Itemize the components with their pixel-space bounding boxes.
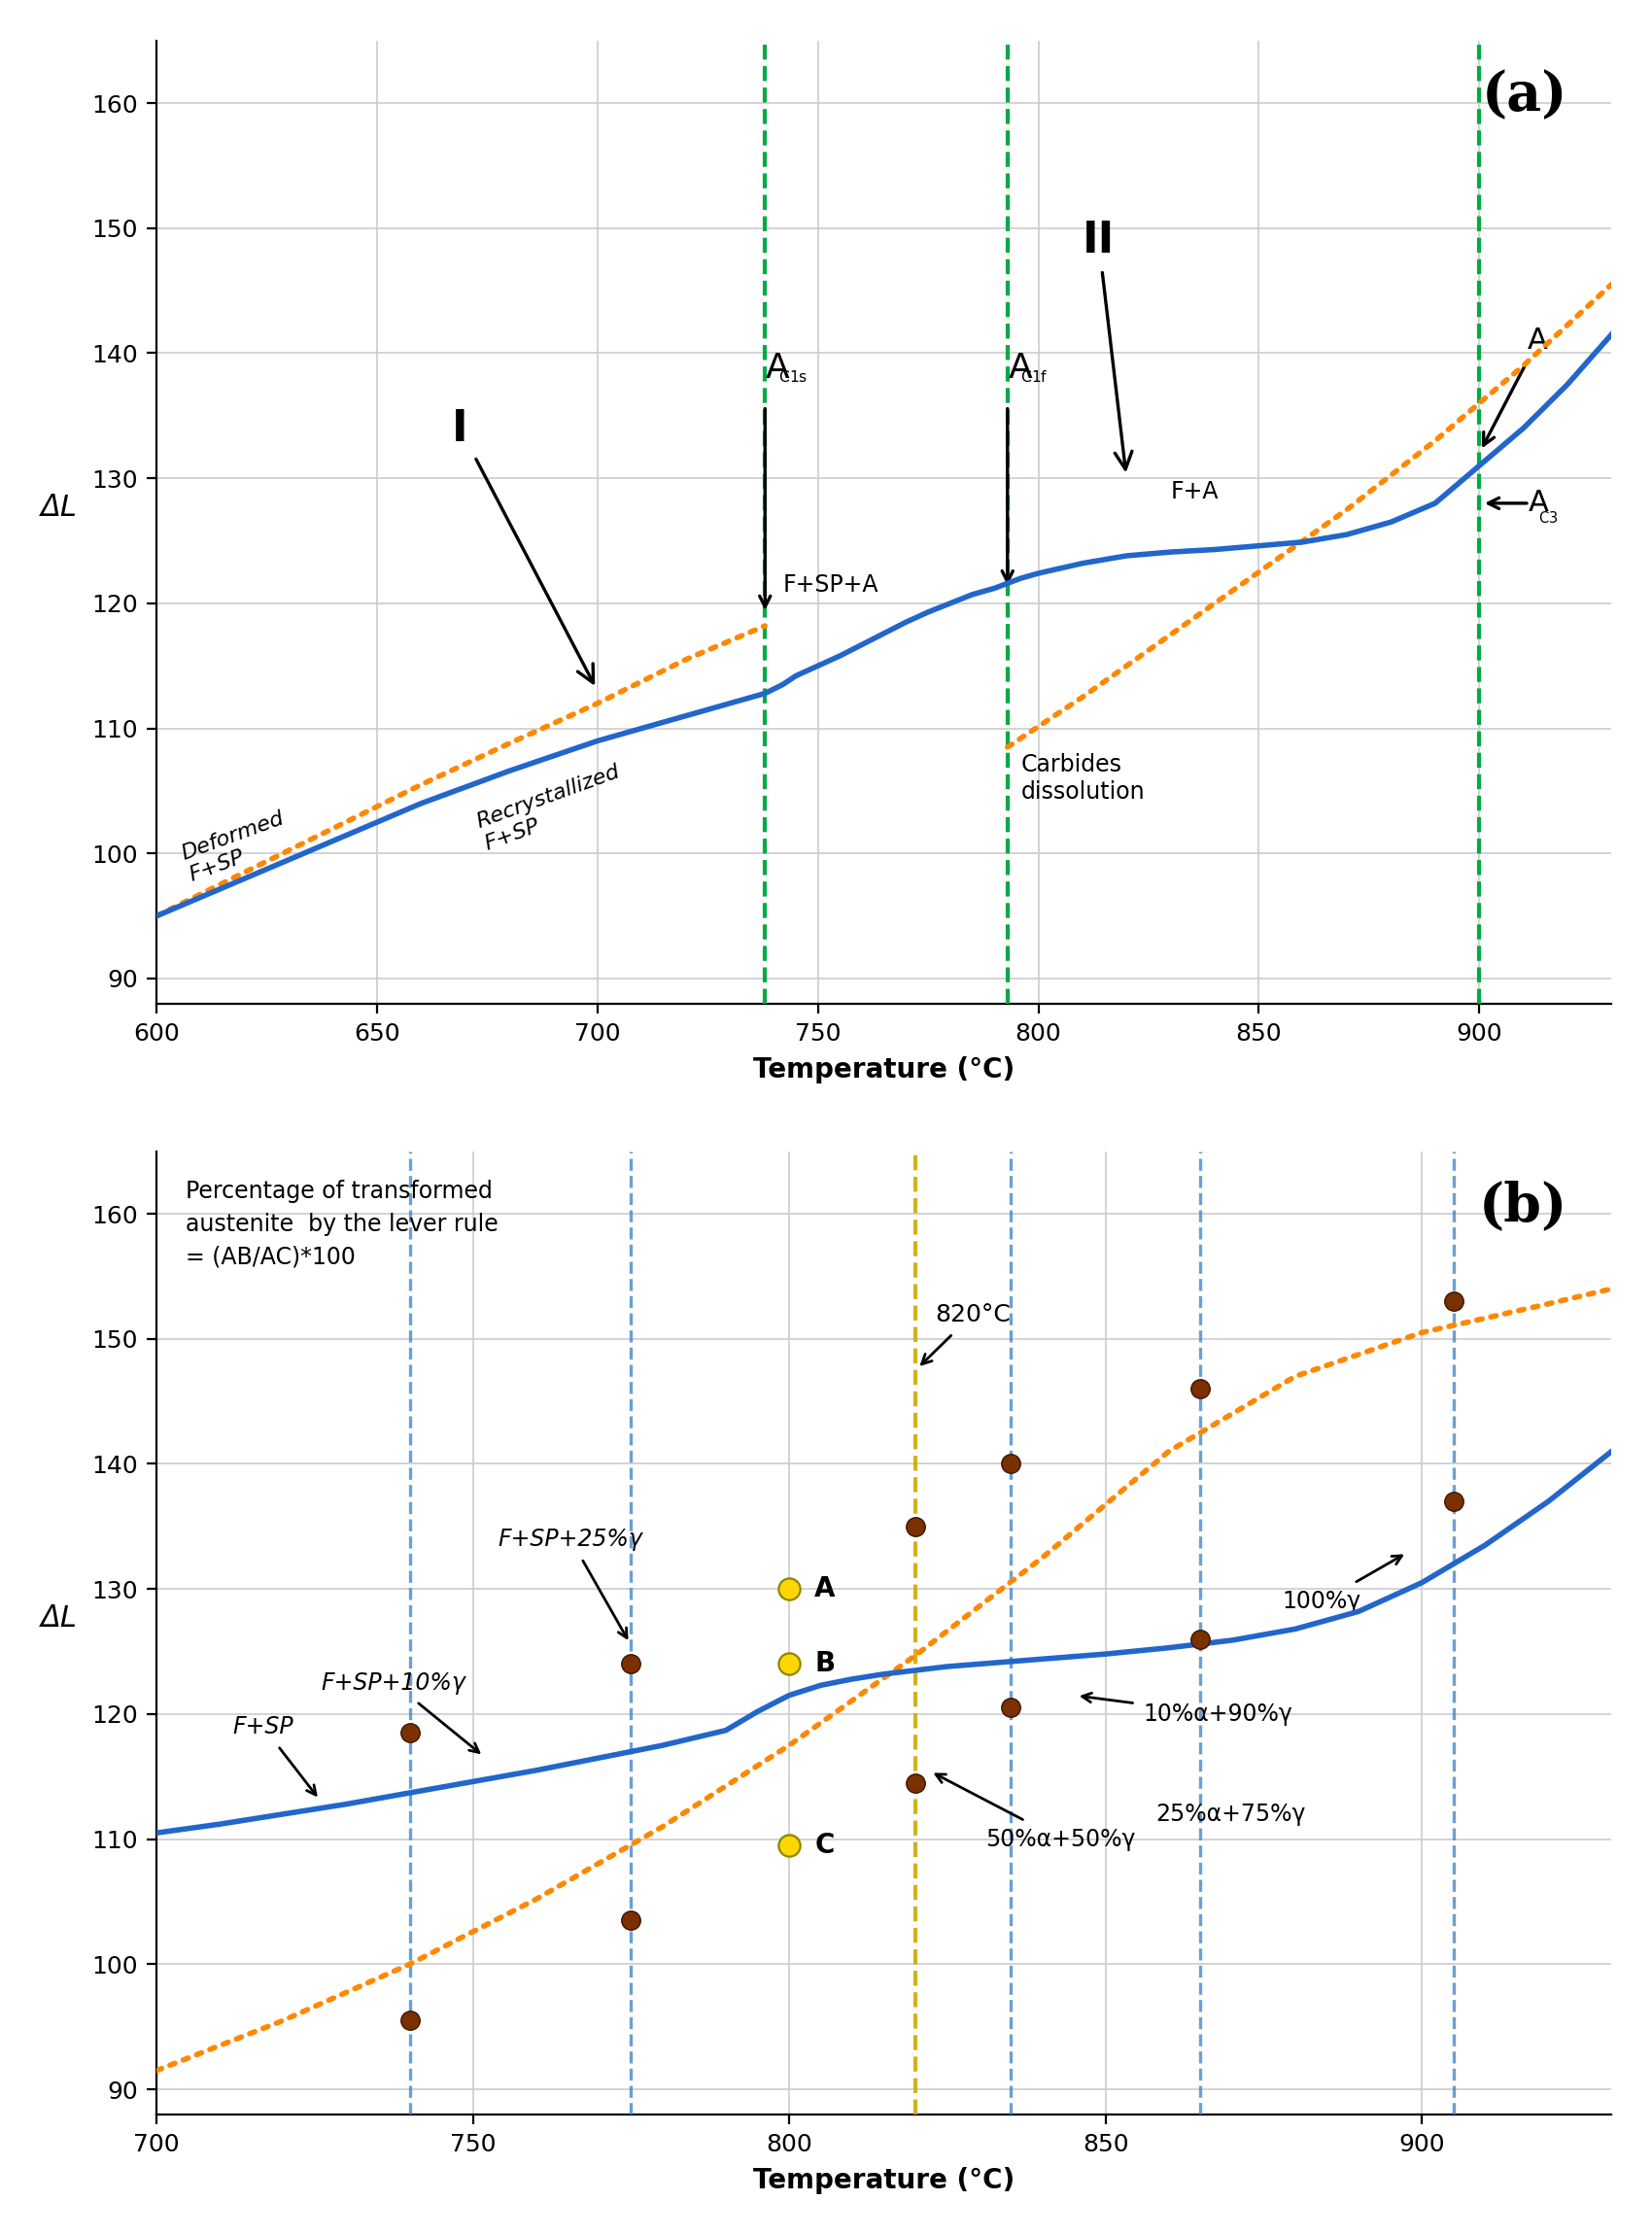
Text: 100%γ: 100%γ [1282, 1556, 1403, 1614]
Text: $\mathregular{A}$: $\mathregular{A}$ [1008, 351, 1032, 384]
Text: A: A [1483, 326, 1548, 445]
Text: Percentage of transformed
austenite  by the lever rule
= (AB/AC)*100: Percentage of transformed austenite by t… [185, 1180, 499, 1269]
Text: B: B [814, 1649, 834, 1678]
Text: $\mathregular{_{C3}}$: $\mathregular{_{C3}}$ [1538, 505, 1558, 525]
Text: F+SP+10%γ: F+SP+10%γ [320, 1672, 479, 1752]
Text: $\mathregular{_{C1f}}$: $\mathregular{_{C1f}}$ [1021, 364, 1049, 384]
Text: 10%α+90%γ: 10%α+90%γ [1082, 1694, 1294, 1725]
Text: $\mathregular{A}$: $\mathregular{A}$ [1528, 489, 1550, 516]
Text: (a): (a) [1482, 69, 1568, 123]
Y-axis label: ΔL: ΔL [41, 1605, 78, 1634]
Text: F+SP: F+SP [233, 1714, 316, 1795]
Text: Recrystallized
F+SP: Recrystallized F+SP [474, 762, 631, 854]
X-axis label: Temperature (°C): Temperature (°C) [753, 2168, 1014, 2195]
Text: F+A: F+A [1171, 481, 1219, 503]
Text: F+SP+A: F+SP+A [783, 574, 879, 597]
Text: A: A [814, 1576, 836, 1602]
Y-axis label: ΔL: ΔL [41, 494, 78, 523]
Text: F+SP+25%γ: F+SP+25%γ [499, 1527, 643, 1638]
Text: Deformed
F+SP: Deformed F+SP [178, 809, 294, 885]
Text: 25%α+75%γ: 25%α+75%γ [1156, 1801, 1307, 1826]
Text: II: II [1082, 219, 1132, 469]
Text: 50%α+50%γ: 50%α+50%γ [935, 1775, 1135, 1851]
Text: (b): (b) [1479, 1180, 1568, 1234]
Text: 820°C: 820°C [922, 1303, 1011, 1363]
Text: Carbides
dissolution: Carbides dissolution [1021, 753, 1145, 805]
Text: I: I [453, 407, 593, 684]
Text: $\mathregular{_{C1s}}$: $\mathregular{_{C1s}}$ [778, 364, 808, 384]
Text: C: C [814, 1833, 834, 1860]
X-axis label: Temperature (°C): Temperature (°C) [753, 1057, 1014, 1084]
Text: $\mathregular{A}$: $\mathregular{A}$ [765, 351, 791, 384]
